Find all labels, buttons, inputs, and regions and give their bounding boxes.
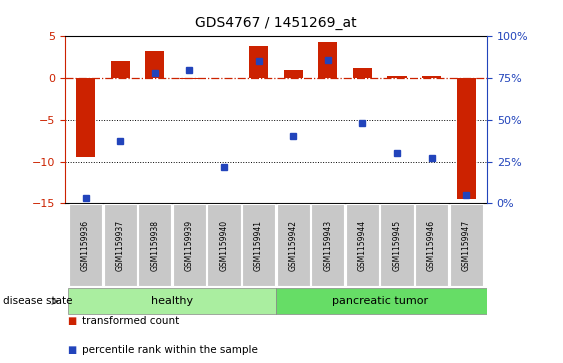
Bar [249, 46, 268, 78]
Text: disease state: disease state [3, 296, 72, 306]
Text: transformed count: transformed count [82, 316, 179, 326]
Text: GSM1159941: GSM1159941 [254, 220, 263, 270]
Text: percentile rank within the sample: percentile rank within the sample [82, 345, 257, 355]
FancyBboxPatch shape [207, 204, 240, 286]
FancyBboxPatch shape [276, 288, 487, 314]
FancyBboxPatch shape [242, 204, 275, 286]
Text: GSM1159937: GSM1159937 [115, 220, 124, 270]
FancyBboxPatch shape [69, 204, 102, 286]
FancyBboxPatch shape [68, 288, 276, 314]
Bar [457, 78, 476, 199]
Text: GSM1159936: GSM1159936 [81, 220, 90, 270]
Text: GSM1159946: GSM1159946 [427, 220, 436, 270]
Bar [180, 78, 199, 79]
Bar [110, 61, 129, 78]
Text: GSM1159942: GSM1159942 [289, 220, 298, 270]
Bar [422, 76, 441, 78]
FancyBboxPatch shape [450, 204, 483, 286]
Bar [318, 42, 337, 78]
Text: GSM1159939: GSM1159939 [185, 220, 194, 270]
Text: GSM1159940: GSM1159940 [220, 220, 229, 270]
FancyBboxPatch shape [311, 204, 345, 286]
FancyBboxPatch shape [381, 204, 414, 286]
Bar [284, 70, 303, 78]
FancyBboxPatch shape [276, 204, 310, 286]
Bar [353, 68, 372, 78]
Text: GSM1159938: GSM1159938 [150, 220, 159, 270]
Text: ■: ■ [68, 316, 77, 326]
FancyBboxPatch shape [415, 204, 448, 286]
Text: GSM1159945: GSM1159945 [392, 220, 401, 270]
FancyBboxPatch shape [346, 204, 379, 286]
Bar [76, 78, 95, 158]
Text: GSM1159944: GSM1159944 [358, 220, 367, 270]
FancyBboxPatch shape [104, 204, 137, 286]
Bar [145, 51, 164, 78]
Text: healthy: healthy [151, 296, 193, 306]
Text: ■: ■ [68, 345, 77, 355]
Text: GDS4767 / 1451269_at: GDS4767 / 1451269_at [195, 16, 357, 30]
Text: GSM1159947: GSM1159947 [462, 220, 471, 270]
FancyBboxPatch shape [173, 204, 206, 286]
FancyBboxPatch shape [138, 204, 171, 286]
Bar [387, 76, 406, 78]
Text: pancreatic tumor: pancreatic tumor [332, 296, 428, 306]
Text: GSM1159943: GSM1159943 [323, 220, 332, 270]
